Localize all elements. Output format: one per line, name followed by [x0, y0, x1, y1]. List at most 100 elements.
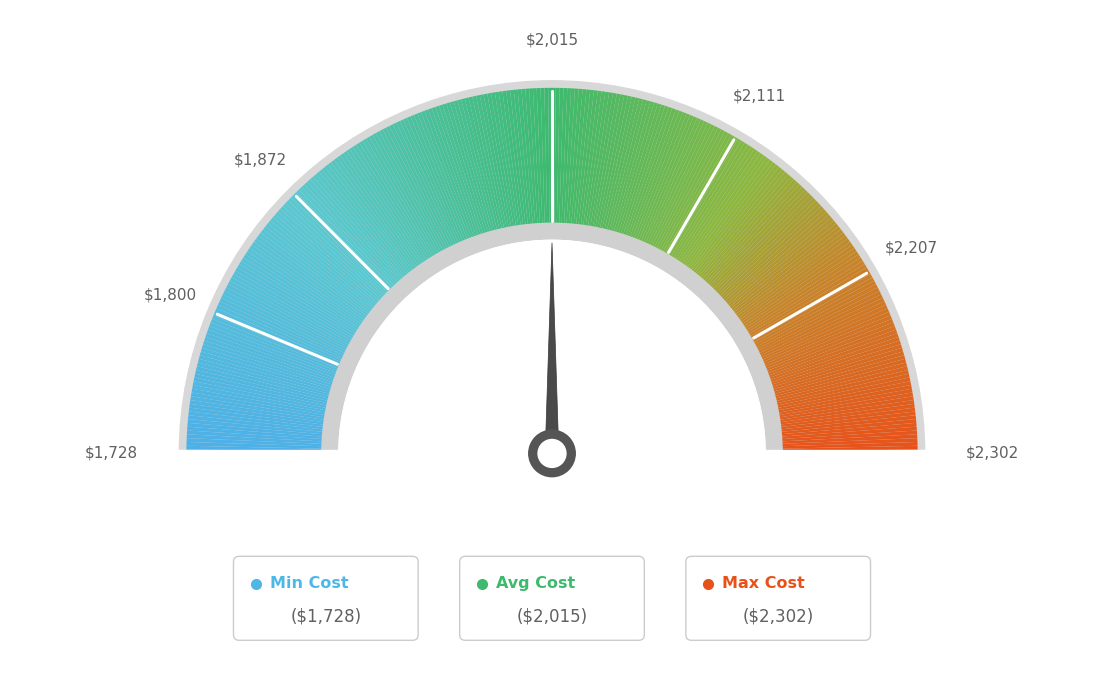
Wedge shape	[537, 88, 544, 224]
Wedge shape	[778, 400, 914, 422]
Wedge shape	[777, 381, 911, 411]
Wedge shape	[299, 187, 395, 288]
Wedge shape	[393, 123, 455, 247]
Wedge shape	[564, 88, 575, 225]
Wedge shape	[212, 315, 340, 369]
Wedge shape	[768, 333, 899, 380]
Wedge shape	[188, 415, 323, 432]
Text: $2,302: $2,302	[966, 446, 1019, 461]
Wedge shape	[777, 385, 912, 413]
FancyBboxPatch shape	[686, 556, 871, 640]
Wedge shape	[446, 102, 488, 234]
Wedge shape	[425, 110, 475, 239]
Wedge shape	[256, 235, 368, 319]
Wedge shape	[386, 126, 450, 249]
Wedge shape	[609, 99, 647, 232]
Wedge shape	[414, 113, 468, 242]
Wedge shape	[697, 169, 785, 277]
Wedge shape	[764, 315, 892, 369]
Wedge shape	[319, 169, 407, 277]
Wedge shape	[773, 355, 905, 394]
Wedge shape	[273, 215, 379, 306]
Wedge shape	[235, 267, 354, 339]
Wedge shape	[206, 330, 337, 378]
Wedge shape	[741, 245, 854, 324]
Wedge shape	[556, 88, 563, 224]
Text: $1,872: $1,872	[234, 152, 287, 168]
Wedge shape	[574, 90, 591, 226]
Wedge shape	[708, 184, 803, 286]
Wedge shape	[692, 164, 779, 274]
Wedge shape	[694, 167, 782, 275]
Wedge shape	[439, 105, 484, 235]
Wedge shape	[221, 295, 346, 356]
Wedge shape	[734, 233, 846, 317]
Wedge shape	[636, 113, 690, 242]
Wedge shape	[660, 131, 729, 253]
Wedge shape	[217, 302, 343, 360]
Wedge shape	[343, 151, 423, 265]
Wedge shape	[736, 235, 848, 319]
Wedge shape	[776, 374, 910, 406]
Wedge shape	[779, 411, 915, 429]
Wedge shape	[725, 215, 831, 306]
Wedge shape	[190, 400, 326, 422]
Wedge shape	[767, 330, 898, 378]
Wedge shape	[335, 157, 417, 269]
Wedge shape	[314, 174, 404, 280]
Wedge shape	[187, 431, 323, 442]
Wedge shape	[232, 274, 352, 343]
Wedge shape	[417, 112, 470, 240]
Wedge shape	[544, 88, 550, 224]
Wedge shape	[465, 97, 500, 230]
Wedge shape	[283, 203, 385, 298]
Wedge shape	[369, 135, 439, 255]
Wedge shape	[290, 195, 390, 293]
Wedge shape	[187, 446, 322, 451]
Wedge shape	[778, 396, 914, 420]
Wedge shape	[428, 108, 477, 238]
Wedge shape	[781, 426, 917, 439]
Wedge shape	[554, 88, 560, 224]
Wedge shape	[506, 90, 526, 226]
Wedge shape	[585, 92, 609, 227]
Wedge shape	[737, 239, 850, 321]
Text: ($1,728): ($1,728)	[290, 607, 361, 626]
Wedge shape	[724, 212, 829, 304]
Wedge shape	[587, 92, 613, 228]
Wedge shape	[753, 277, 874, 345]
Wedge shape	[718, 200, 818, 297]
Wedge shape	[620, 105, 665, 235]
Wedge shape	[775, 366, 907, 401]
Wedge shape	[752, 274, 872, 343]
Wedge shape	[614, 101, 654, 233]
Wedge shape	[777, 388, 913, 415]
Wedge shape	[187, 442, 322, 448]
Wedge shape	[189, 411, 325, 429]
Wedge shape	[337, 155, 420, 268]
Wedge shape	[199, 355, 331, 394]
Wedge shape	[189, 408, 325, 427]
Wedge shape	[421, 111, 473, 239]
Wedge shape	[593, 94, 620, 228]
Wedge shape	[210, 322, 338, 373]
Wedge shape	[778, 393, 913, 417]
Text: $2,207: $2,207	[884, 240, 937, 255]
Wedge shape	[671, 141, 745, 259]
Wedge shape	[265, 224, 374, 311]
Wedge shape	[739, 241, 852, 323]
Wedge shape	[719, 203, 821, 298]
Wedge shape	[294, 193, 392, 291]
Wedge shape	[432, 107, 479, 237]
Wedge shape	[629, 110, 679, 239]
Wedge shape	[321, 223, 783, 453]
Wedge shape	[776, 377, 911, 408]
Text: $2,015: $2,015	[526, 32, 578, 48]
Wedge shape	[721, 206, 824, 300]
Wedge shape	[747, 261, 864, 335]
Wedge shape	[576, 90, 594, 226]
Wedge shape	[328, 162, 413, 273]
Wedge shape	[340, 153, 421, 266]
Wedge shape	[461, 99, 497, 231]
Wedge shape	[350, 147, 427, 262]
